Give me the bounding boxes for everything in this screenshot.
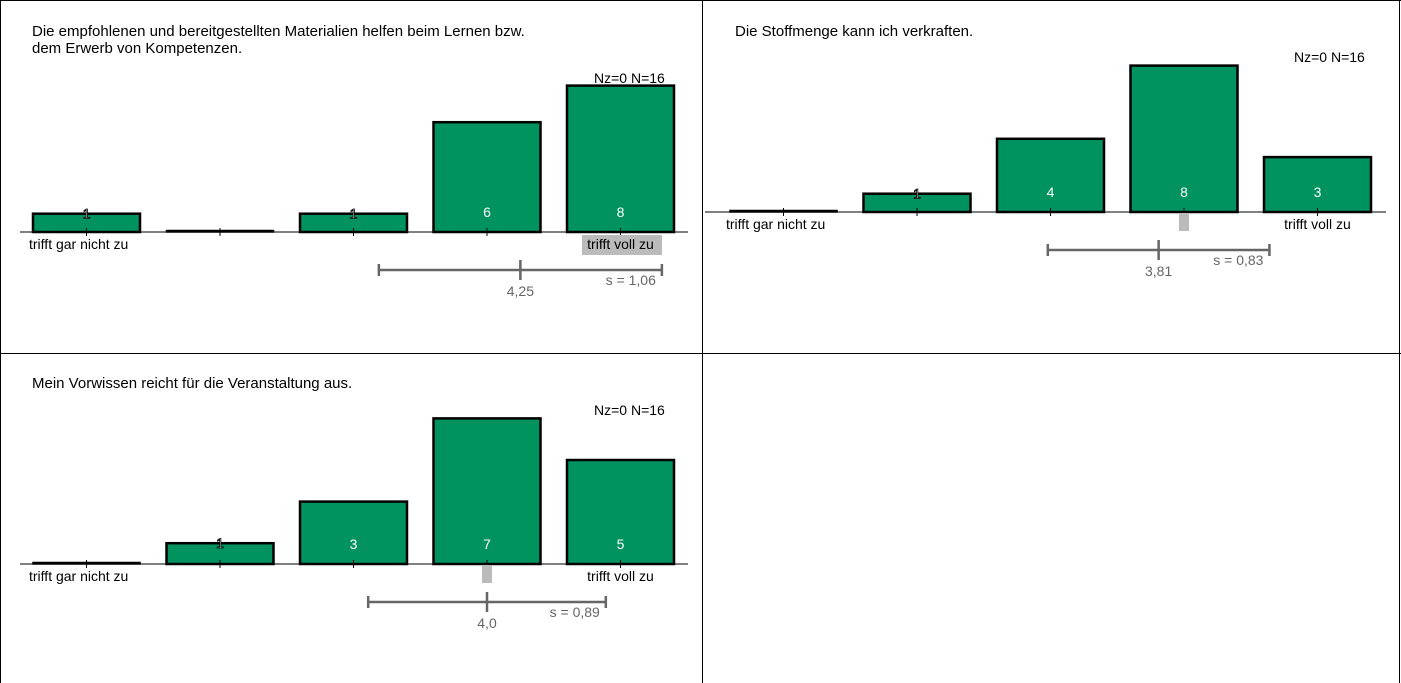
panel-1-data-label-5: 8 <box>617 204 625 220</box>
panel-1-data-label-3: 1 <box>350 206 358 222</box>
panel-2-sample-size: Nz=0 N=16 <box>1294 49 1365 65</box>
border-top <box>0 0 1401 1</box>
panel-2-median-marker <box>1179 213 1189 231</box>
panel-1-median-marker <box>582 235 662 255</box>
panel-3-bar-5 <box>565 458 676 566</box>
panel-1-mean-label: 4,25 <box>507 283 534 299</box>
panel-3-bar-3 <box>298 500 409 566</box>
panel-2-sd-label: s = 0,83 <box>1213 252 1263 268</box>
panel-2-data-label-3: 4 <box>1047 184 1055 200</box>
panel-3-data-label-2: 1 <box>216 535 224 551</box>
panel-1-title: Die empfohlenen und bereitgestellten Mat… <box>32 23 525 57</box>
panel-3-right-label: trifft voll zu <box>587 568 654 584</box>
panel-2-bar-4 <box>1129 64 1239 214</box>
panel-2-left-label: trifft gar nicht zu <box>726 216 825 232</box>
panel-1-sd-label: s = 1,06 <box>606 272 656 288</box>
panel-3-data-label-4: 7 <box>483 536 491 552</box>
panel-2-data-label-5: 3 <box>1314 184 1322 200</box>
panel-2-bar-5 <box>1262 155 1373 214</box>
panel-3-left-label: trifft gar nicht zu <box>29 568 128 584</box>
panel-3-sd-label: s = 0,89 <box>550 604 600 620</box>
panel-3-mean-label: 4,0 <box>477 615 497 631</box>
panel-2-data-label-2: 1 <box>913 186 921 202</box>
border-middle-vertical <box>702 0 703 683</box>
border-right <box>1399 0 1400 683</box>
panel-2-bar-3 <box>995 137 1106 214</box>
panel-2-right-label: trifft voll zu <box>1284 216 1351 232</box>
border-middle-horizontal <box>0 353 1401 354</box>
panel-1-left-label: trifft gar nicht zu <box>29 236 128 252</box>
panel-1-right-label: trifft voll zu <box>587 236 654 252</box>
panel-3-sample-size: Nz=0 N=16 <box>594 402 665 418</box>
panel-1-sample-size: Nz=0 N=16 <box>594 70 665 86</box>
panel-1-data-label-1: 1 <box>83 206 91 222</box>
panel-2-title: Die Stoffmenge kann ich verkraften. <box>735 23 974 40</box>
panel-3-data-label-5: 5 <box>617 536 625 552</box>
panel-2-mean-label: 3,81 <box>1145 263 1172 279</box>
panel-3-data-label-3: 3 <box>350 536 358 552</box>
panel-3-median-marker <box>482 565 492 583</box>
panel-3-title: Mein Vorwissen reicht für die Veranstalt… <box>32 375 353 392</box>
border-left <box>0 0 1 683</box>
panel-1-bar-5 <box>565 84 676 234</box>
panel-2-data-label-4: 8 <box>1180 184 1188 200</box>
panel-1-data-label-4: 6 <box>483 204 491 220</box>
